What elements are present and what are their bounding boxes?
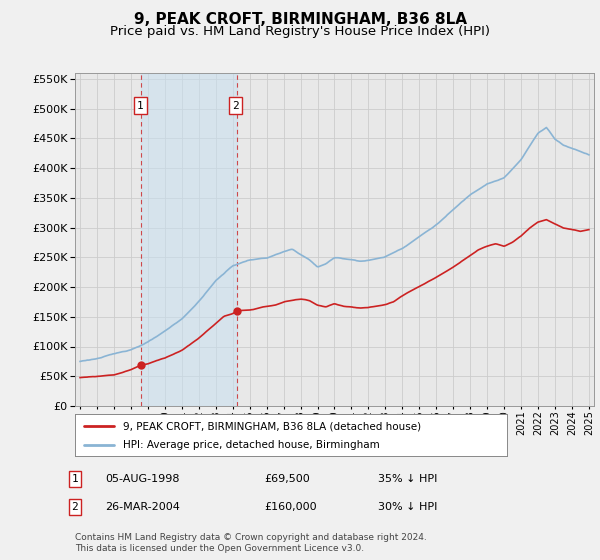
Text: £160,000: £160,000 (264, 502, 317, 512)
Text: 2: 2 (232, 101, 239, 110)
Text: HPI: Average price, detached house, Birmingham: HPI: Average price, detached house, Birm… (122, 441, 379, 450)
Text: 9, PEAK CROFT, BIRMINGHAM, B36 8LA: 9, PEAK CROFT, BIRMINGHAM, B36 8LA (133, 12, 467, 27)
Text: 35% ↓ HPI: 35% ↓ HPI (378, 474, 437, 484)
Text: Price paid vs. HM Land Registry's House Price Index (HPI): Price paid vs. HM Land Registry's House … (110, 25, 490, 38)
Text: 30% ↓ HPI: 30% ↓ HPI (378, 502, 437, 512)
Text: 26-MAR-2004: 26-MAR-2004 (105, 502, 180, 512)
Bar (141, 73, 236, 406)
Text: 1: 1 (71, 474, 79, 484)
Text: 2: 2 (71, 502, 79, 512)
Text: 9, PEAK CROFT, BIRMINGHAM, B36 8LA (detached house): 9, PEAK CROFT, BIRMINGHAM, B36 8LA (deta… (122, 421, 421, 431)
Text: 1: 1 (137, 101, 143, 110)
Text: 05-AUG-1998: 05-AUG-1998 (105, 474, 179, 484)
Text: Contains HM Land Registry data © Crown copyright and database right 2024.
This d: Contains HM Land Registry data © Crown c… (75, 533, 427, 553)
Text: £69,500: £69,500 (264, 474, 310, 484)
